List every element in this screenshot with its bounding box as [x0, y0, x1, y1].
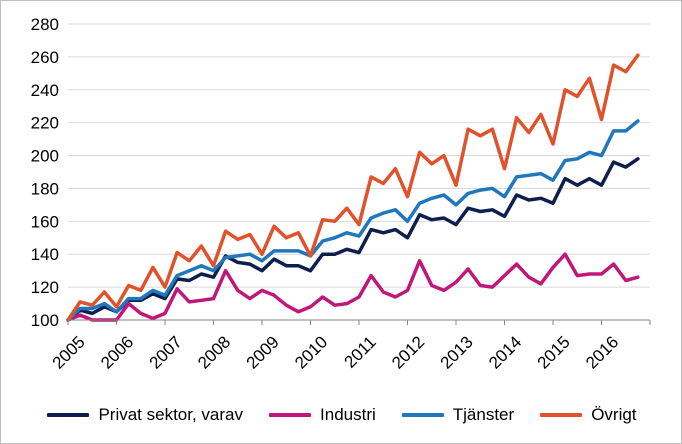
- y-tick-label-120: 120: [31, 278, 59, 297]
- x-tick-label-2011: 2011: [341, 332, 380, 371]
- legend-swatch-tjanster: [401, 413, 444, 417]
- x-tick-label-2005: 2005: [49, 332, 89, 372]
- y-tick-label-240: 240: [31, 81, 59, 100]
- y-tick-label-140: 140: [31, 245, 59, 264]
- x-tick-label-2016: 2016: [582, 332, 622, 372]
- legend-label-ovrigt: Övrigt: [591, 405, 637, 424]
- x-tick-label-2015: 2015: [534, 332, 574, 372]
- y-tick-label-180: 180: [31, 179, 59, 198]
- series-line-industri: [66, 252, 640, 322]
- series-lines: [66, 53, 640, 322]
- x-tick-label-2010: 2010: [291, 332, 331, 372]
- legend-item-tjanster: Tjänster: [401, 405, 515, 425]
- y-tick-label-280: 280: [31, 15, 59, 34]
- series-line-tj-nster: [66, 119, 640, 322]
- legend-item-ovrigt: Övrigt: [540, 405, 637, 425]
- legend: Privat sektor, varav Industri Tjänster Ö…: [1, 401, 681, 429]
- x-axis-tick-marks: [67, 320, 651, 325]
- legend-item-industri: Industri: [269, 405, 376, 425]
- legend-swatch-ovrigt: [540, 413, 583, 417]
- x-tick-label-2012: 2012: [388, 332, 428, 372]
- x-tick-label-2007: 2007: [146, 332, 186, 372]
- x-tick-label-2009: 2009: [243, 332, 283, 372]
- legend-label-industri: Industri: [320, 405, 376, 424]
- legend-label-tjanster: Tjänster: [452, 405, 515, 424]
- series-line-vrigt: [66, 53, 640, 322]
- legend-item-privat-sektor: Privat sektor, varav: [47, 405, 243, 425]
- legend-swatch-industri: [269, 413, 312, 417]
- y-axis-tick-labels: 100 120 140 160 180 200 220 240 260 280: [31, 15, 59, 330]
- legend-swatch-privat-sektor: [47, 413, 90, 417]
- y-tick-label-200: 200: [31, 147, 59, 166]
- y-tick-label-260: 260: [31, 48, 59, 67]
- x-axis-tick-labels: 2005 2006 2007 2008 2009 2010 2011 2012 2013 2014…: [49, 332, 623, 372]
- x-tick-label-2014: 2014: [485, 332, 525, 372]
- legend-label-privat-sektor: Privat sektor, varav: [98, 405, 244, 424]
- x-tick-label-2013: 2013: [437, 332, 477, 372]
- x-tick-label-2008: 2008: [194, 332, 234, 372]
- y-tick-label-220: 220: [31, 114, 59, 133]
- x-tick-label-2006: 2006: [97, 332, 137, 372]
- gridlines: [68, 23, 650, 288]
- y-tick-label-100: 100: [31, 311, 59, 330]
- y-tick-label-160: 160: [31, 212, 59, 231]
- series-line-privat-sektor: [66, 157, 640, 322]
